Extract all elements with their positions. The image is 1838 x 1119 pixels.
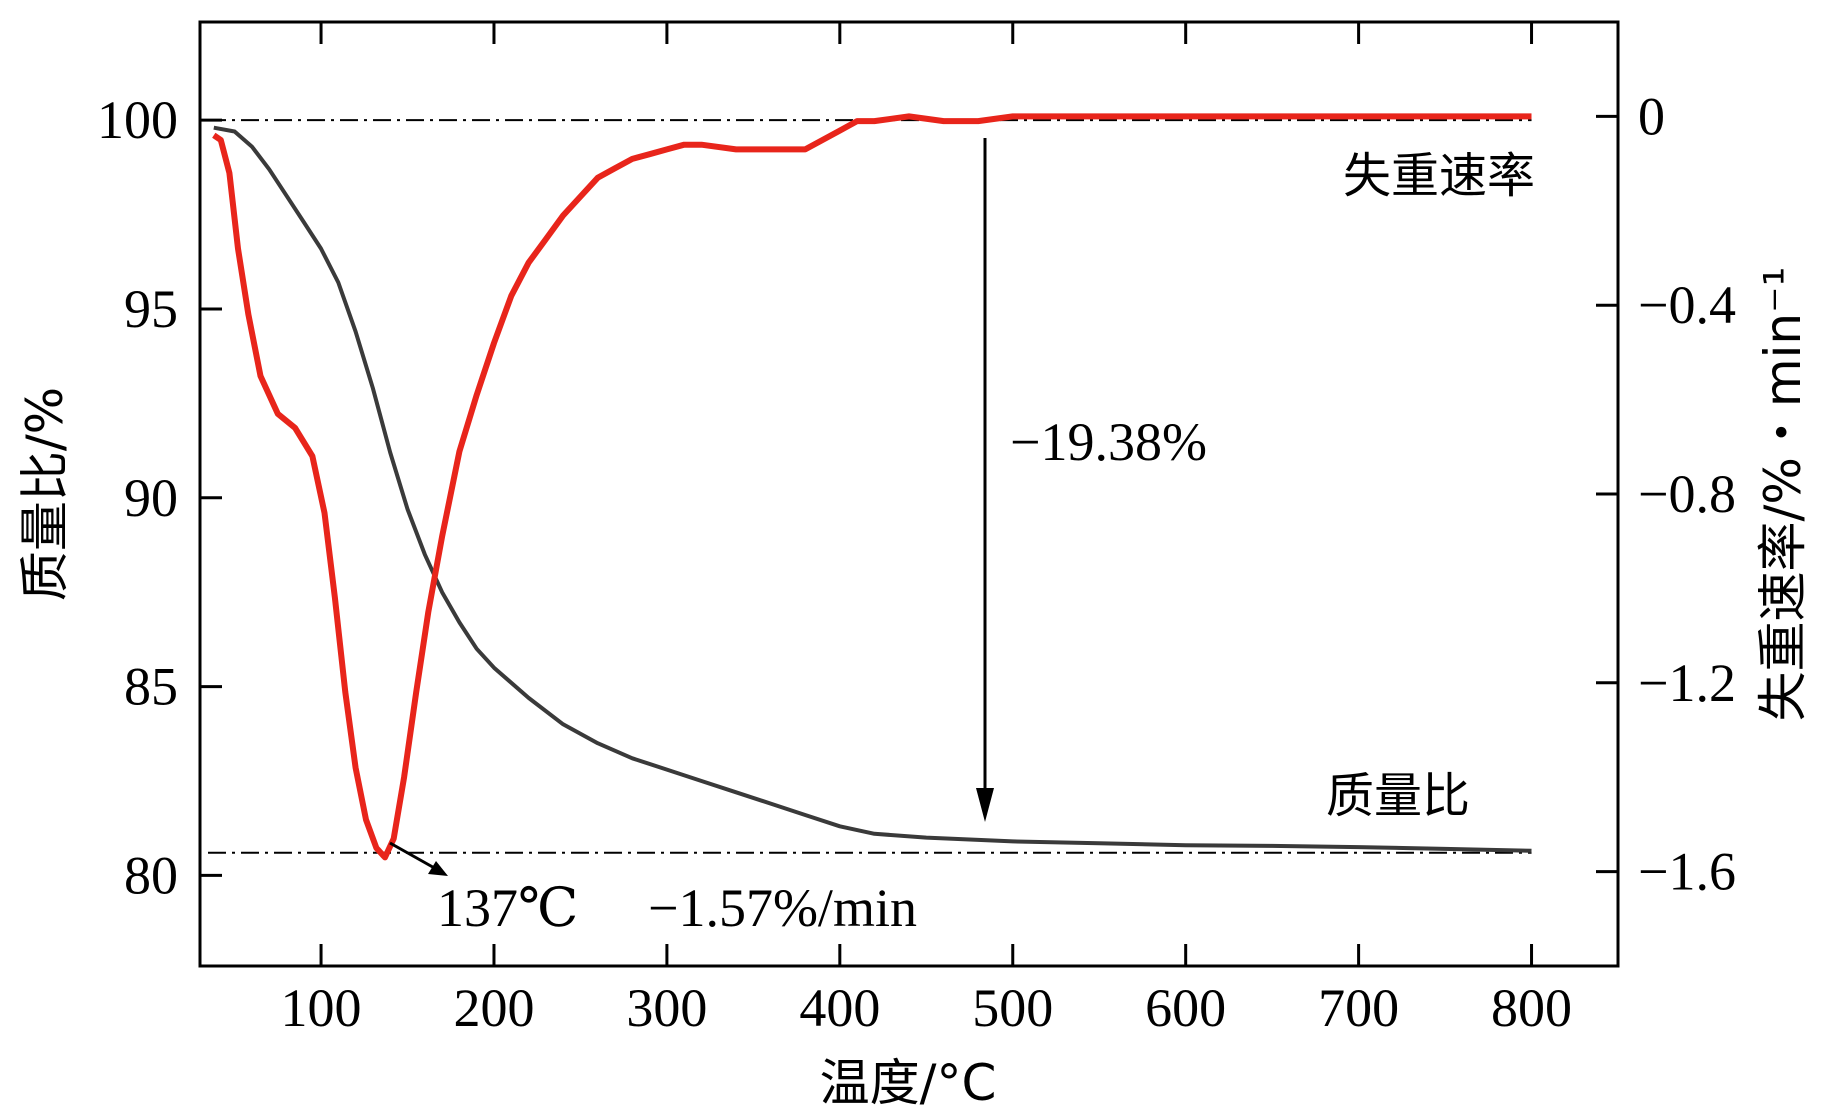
right-axis-title: 失重速率/%・min⁻¹ xyxy=(1754,266,1812,721)
x-axis-ticks: 100 200 300 400 500 600 700 800 xyxy=(281,22,1572,1038)
mass-loss-annotation: −19.38% xyxy=(1010,412,1207,472)
series-label-loss-rate: 失重速率 xyxy=(1343,148,1535,204)
series-line-mass-ratio xyxy=(213,125,1532,853)
right-tick-label: −0.4 xyxy=(1638,275,1736,335)
x-tick-label: 500 xyxy=(972,978,1053,1038)
right-tick-label: −1.6 xyxy=(1638,842,1736,902)
x-axis-title: 温度/°C xyxy=(820,1054,997,1112)
x-tick-label: 800 xyxy=(1491,978,1572,1038)
left-tick-label: 95 xyxy=(124,279,178,339)
left-tick-label: 80 xyxy=(124,845,178,905)
x-tick-label: 300 xyxy=(626,978,707,1038)
right-tick-label: 0 xyxy=(1638,86,1665,146)
x-tick-label: 600 xyxy=(1145,978,1226,1038)
series-line-loss-rate xyxy=(212,113,1532,861)
left-axis-ticks: 80 85 90 95 100 xyxy=(97,90,222,905)
x-tick-label: 400 xyxy=(799,978,880,1038)
right-axis-ticks: −1.6 −1.2 −0.8 −0.4 0 xyxy=(1596,86,1736,902)
left-tick-label: 85 xyxy=(124,657,178,717)
series-label-mass-ratio: 质量比 xyxy=(1326,768,1470,824)
peak-temp-annotation: 137℃ xyxy=(437,878,578,938)
right-tick-label: −1.2 xyxy=(1638,653,1736,713)
peak-arrow-head xyxy=(428,861,448,876)
mass-loss-arrow-head xyxy=(976,788,994,822)
x-tick-label: 700 xyxy=(1318,978,1399,1038)
peak-rate-annotation: −1.57%/min xyxy=(648,878,917,938)
x-tick-label: 200 xyxy=(453,978,534,1038)
peak-arrow-line xyxy=(389,841,439,872)
left-tick-label: 90 xyxy=(124,468,178,528)
left-tick-label: 100 xyxy=(97,90,178,150)
left-axis-title: 质量比/% xyxy=(16,387,74,601)
right-tick-label: −0.8 xyxy=(1638,464,1736,524)
x-tick-label: 100 xyxy=(281,978,362,1038)
